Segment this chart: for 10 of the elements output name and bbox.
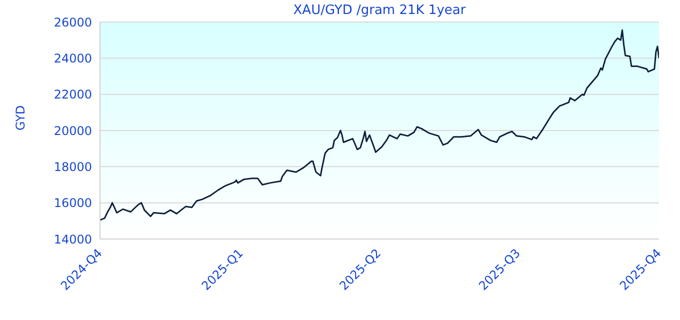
y-axis-title: GYD bbox=[13, 105, 28, 130]
y-tick-label: 18000 bbox=[54, 160, 92, 174]
y-tick-label: 20000 bbox=[54, 124, 92, 138]
y-tick-label: 16000 bbox=[54, 196, 92, 210]
y-tick-label: 22000 bbox=[54, 88, 92, 102]
y-tick-label: 14000 bbox=[54, 232, 92, 246]
y-tick-label: 24000 bbox=[54, 51, 92, 66]
chart-title: XAU/GYD /gram 21K 1year bbox=[292, 3, 467, 18]
line-series bbox=[100, 29, 659, 221]
y-tick-label: 26000 bbox=[54, 15, 92, 30]
